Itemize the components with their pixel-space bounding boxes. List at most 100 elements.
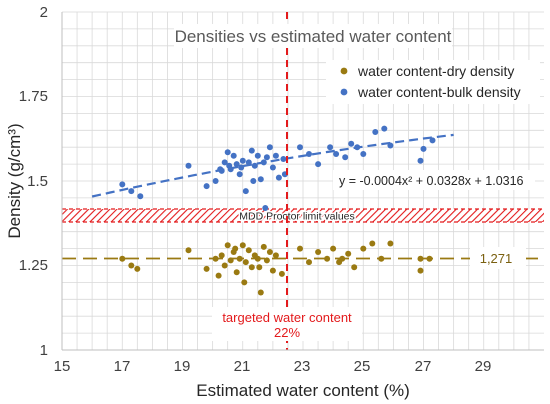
y-tick-1.25: 1.25 <box>19 257 48 274</box>
dry-density-point <box>260 243 267 250</box>
target-label-line2: 22% <box>274 325 300 340</box>
bulk-density-trendline <box>91 133 454 198</box>
bulk-density-point <box>263 154 270 161</box>
chart-title-bg <box>174 24 452 48</box>
dry-density-point <box>387 240 394 247</box>
dry-density-point <box>236 255 243 262</box>
dry-density-point <box>278 270 285 277</box>
bulk-density-point <box>297 144 303 151</box>
bulk-density-point <box>221 159 228 166</box>
bulk-density-point <box>360 151 367 157</box>
bulk-density-point <box>185 162 192 169</box>
dry-density-series <box>119 240 433 296</box>
bulk-density-point <box>372 129 379 135</box>
dry-density-point <box>185 247 192 254</box>
bulk-density-point <box>137 193 144 200</box>
y-tick-2: 2 <box>40 4 48 21</box>
bulk-density-point <box>315 161 322 168</box>
bulk-density-point <box>429 137 436 144</box>
bulk-density-point <box>239 157 246 164</box>
dry-density-point <box>233 269 240 276</box>
bulk-density-point <box>224 149 231 156</box>
dry-density-point <box>203 265 210 272</box>
legend-box <box>326 60 540 104</box>
bulk-density-point <box>128 188 135 195</box>
dry-density-point <box>351 264 358 271</box>
dry-density-point <box>330 245 337 252</box>
x-tick-23: 23 <box>294 358 311 375</box>
bulk-density-point <box>254 152 261 159</box>
bulk-density-point <box>257 176 264 183</box>
bulk-density-point <box>381 125 388 132</box>
x-tick-21: 21 <box>234 358 251 375</box>
dry-density-point <box>254 255 261 262</box>
dry-density-point <box>378 255 385 262</box>
bulk-density-point <box>333 151 340 157</box>
dry-density-point <box>119 255 126 262</box>
bulk-density-point <box>242 188 249 195</box>
x-tick-27: 27 <box>415 358 432 375</box>
dry-density-point <box>269 267 276 274</box>
dry-density-point <box>232 245 239 252</box>
dry-density-point <box>227 257 234 264</box>
mdd-band-label: MDD Proctor limit values <box>239 211 355 223</box>
dry-density-point <box>272 252 279 259</box>
dry-density-point <box>257 289 264 296</box>
trend-equation-bg <box>333 170 535 190</box>
bulk-density-point <box>272 152 279 159</box>
dry-density-point <box>306 259 312 266</box>
dry-density-point <box>218 252 225 259</box>
y-tick-1: 1 <box>40 342 48 359</box>
bulk-density-point <box>119 181 126 188</box>
dry-density-point <box>134 265 141 272</box>
dry-density-mean-label: 1,271 <box>480 251 513 266</box>
dry-density-point <box>239 242 246 249</box>
bulk-density-point <box>280 156 287 162</box>
y-tick-1.75: 1.75 <box>19 88 48 105</box>
bulk-density-point <box>306 151 312 157</box>
dry-density-point <box>417 255 424 262</box>
bulk-density-point <box>275 174 282 181</box>
bulk-density-point <box>230 152 237 159</box>
x-tick-29: 29 <box>475 358 492 375</box>
dry-density-point <box>221 262 228 269</box>
x-tick-19: 19 <box>174 358 191 375</box>
dry-density-point <box>263 257 270 264</box>
trend-equation: y = -0.0004x² + 0.0328x + 1.0316 <box>339 174 524 188</box>
bulk-density-point <box>238 164 245 171</box>
chart-title: Densities vs estimated water content <box>175 27 452 46</box>
dry-density-point <box>324 255 331 262</box>
bulk-density-point <box>248 147 255 154</box>
bulk-density-point <box>348 140 355 147</box>
y-axis-title: Density (g/cm³) <box>5 123 24 238</box>
target-label-bg <box>212 307 362 341</box>
dry-density-point <box>426 255 433 262</box>
bulk-density-point <box>417 157 424 164</box>
bulk-density-point <box>203 183 210 190</box>
bulk-density-point <box>251 162 258 169</box>
dry-density-point <box>248 264 255 271</box>
dry-density-point <box>345 250 352 257</box>
bulk-density-point <box>250 178 257 184</box>
bulk-density-point <box>342 154 349 161</box>
dry-density-point <box>360 245 367 252</box>
bulk-density-point <box>327 144 334 151</box>
dry-density-point <box>256 264 263 271</box>
mean-label-bg <box>470 247 526 269</box>
x-tick-17: 17 <box>114 358 131 375</box>
legend-marker-bulk <box>340 88 348 96</box>
dry-density-point <box>417 267 424 274</box>
legend-label-bulk: water content-bulk density <box>357 84 521 100</box>
dry-density-point <box>315 249 322 255</box>
x-tick-25: 25 <box>354 358 371 375</box>
dry-density-point <box>224 242 231 249</box>
bulk-density-point <box>420 145 427 152</box>
x-axis-title: Estimated water content (%) <box>196 381 410 400</box>
legend-label-dry: water content-dry density <box>357 63 514 79</box>
dry-density-point <box>242 259 249 266</box>
dry-density-point <box>245 247 252 254</box>
bulk-density-point <box>212 178 219 184</box>
x-tick-15: 15 <box>54 358 71 375</box>
bulk-density-point <box>262 205 269 211</box>
